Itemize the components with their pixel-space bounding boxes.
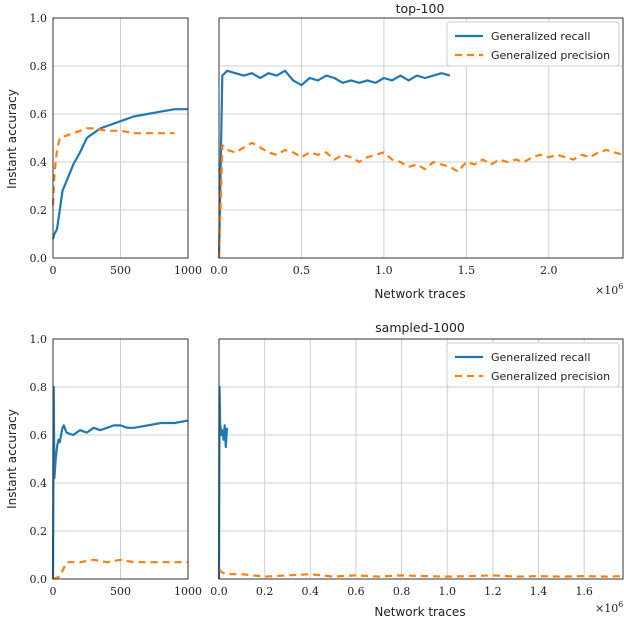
x-tick-label: 1.2 bbox=[484, 585, 502, 598]
x-tick-label: 1000 bbox=[174, 585, 202, 598]
plot-frame bbox=[218, 338, 624, 580]
panel-title-sampled-1000: sampled-1000 bbox=[375, 320, 465, 335]
series-line-precision bbox=[51, 127, 175, 206]
x-tick-label: 0.0 bbox=[210, 264, 228, 277]
legend-box bbox=[446, 21, 620, 67]
legend-label-recall: Generalized recall bbox=[491, 351, 590, 364]
x-axis-label-top: Network traces bbox=[374, 287, 465, 301]
x-tick-label: 0.5 bbox=[293, 264, 311, 277]
y-tick-label: 1.0 bbox=[30, 12, 48, 25]
legend-box bbox=[446, 342, 620, 388]
panel-top-left-plot: 0.0 0.2 0.4 0.6 0.8 1.0 0 500 1000 bbox=[30, 12, 203, 277]
series-line-recall bbox=[51, 385, 189, 580]
series-line-precision bbox=[217, 141, 624, 259]
y-tick-label: 0.4 bbox=[30, 156, 48, 169]
series-line-recall bbox=[217, 385, 229, 580]
y-tick-label: 1.0 bbox=[30, 333, 48, 346]
y-tick-label: 0.4 bbox=[30, 477, 48, 490]
x-tick-label: 1.4 bbox=[530, 585, 548, 598]
x-tick-label: 0.4 bbox=[302, 585, 320, 598]
legend-label-precision: Generalized precision bbox=[491, 49, 610, 62]
legend: Generalized recall Generalized precision bbox=[446, 21, 620, 67]
y-tick-label: 0.2 bbox=[30, 525, 48, 538]
plot-frame bbox=[52, 17, 189, 259]
y-axis-label-bottom: Instant accuracy bbox=[5, 409, 19, 509]
x-multiplier-top: ×106 bbox=[595, 282, 623, 297]
x-tick-label: 1.0 bbox=[375, 264, 393, 277]
y-axis-label-top: Instant accuracy bbox=[5, 89, 19, 189]
panel-bottom-left-plot: 0.0 0.2 0.4 0.6 0.8 1.0 0 500 1000 bbox=[30, 333, 203, 598]
series-line-precision bbox=[52, 558, 188, 581]
y-tick-label: 0.6 bbox=[30, 108, 48, 121]
panel-bottom-right-plot: 0.0 0.2 0.4 0.6 0.8 1.0 1.2 1.4 1.6 Generalized r… bbox=[210, 338, 624, 598]
x-tick-label: 0 bbox=[50, 264, 57, 277]
y-tick-label: 0.8 bbox=[30, 60, 48, 73]
plot-frame bbox=[218, 17, 624, 259]
x-tick-label: 2.0 bbox=[540, 264, 558, 277]
x-tick-label: 500 bbox=[110, 264, 131, 277]
x-axis-label-bottom: Network traces bbox=[374, 605, 465, 619]
x-tick-label: 0.6 bbox=[347, 585, 365, 598]
x-tick-label: 1.6 bbox=[575, 585, 593, 598]
x-tick-label: 0 bbox=[50, 585, 57, 598]
legend-label-recall: Generalized recall bbox=[491, 30, 590, 43]
x-tick-label: 0.8 bbox=[393, 585, 411, 598]
x-tick-label: 1.5 bbox=[458, 264, 476, 277]
series-line-recall bbox=[51, 108, 188, 240]
series-line-precision bbox=[218, 568, 624, 578]
x-tick-label: 0.0 bbox=[210, 585, 228, 598]
y-tick-label: 0.0 bbox=[30, 573, 48, 586]
x-tick-label: 1000 bbox=[174, 264, 202, 277]
x-tick-label: 500 bbox=[110, 585, 131, 598]
panel-title-top-100: top-100 bbox=[396, 1, 445, 16]
y-tick-label: 0.0 bbox=[30, 252, 48, 265]
series-line-recall bbox=[217, 69, 451, 259]
x-tick-label: 1.0 bbox=[438, 585, 456, 598]
y-tick-label: 0.8 bbox=[30, 381, 48, 394]
legend-label-precision: Generalized precision bbox=[491, 370, 610, 383]
x-multiplier-bottom: ×106 bbox=[595, 600, 623, 615]
plot-frame bbox=[52, 338, 189, 580]
legend: Generalized recall Generalized precision bbox=[446, 342, 620, 388]
x-tick-label: 0.2 bbox=[256, 585, 274, 598]
y-tick-label: 0.2 bbox=[30, 204, 48, 217]
y-tick-label: 0.6 bbox=[30, 429, 48, 442]
